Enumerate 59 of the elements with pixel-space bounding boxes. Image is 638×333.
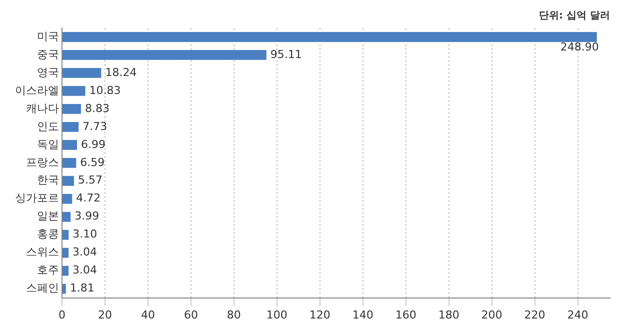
bar <box>62 176 74 186</box>
bar <box>62 140 78 150</box>
y-tick-label: 영국 <box>37 66 59 79</box>
data-label: 3.04 <box>72 246 98 259</box>
y-tick-label: 싱가포르 <box>15 192 59 205</box>
bar <box>62 122 79 132</box>
data-label: 1.81 <box>70 282 94 295</box>
data-label: 10.83 <box>89 84 121 97</box>
data-label: 6.99 <box>81 138 106 151</box>
x-tick-label: 100 <box>266 308 288 322</box>
bar <box>62 86 86 96</box>
x-tick-label: 140 <box>352 308 374 322</box>
data-label: 18.24 <box>105 66 137 79</box>
x-tick-label: 60 <box>184 308 198 322</box>
data-label: 248.90 <box>560 40 599 54</box>
x-tick-label: 0 <box>58 308 66 322</box>
y-tick-label: 캐나다 <box>26 102 59 115</box>
data-label: 5.57 <box>78 174 102 187</box>
data-label: 6.59 <box>80 156 105 169</box>
x-tick-label: 80 <box>226 308 241 322</box>
x-tick-label: 120 <box>309 308 330 322</box>
text: 단위: 십억 달러 <box>539 10 610 22</box>
bar <box>62 284 66 294</box>
y-tick-label: 호주 <box>37 264 59 277</box>
x-tick-label: 200 <box>481 308 502 322</box>
x-tick-label: 240 <box>567 308 588 322</box>
data-label: 95.11 <box>270 48 302 61</box>
data-label: 3.04 <box>72 264 98 277</box>
bar <box>62 194 72 204</box>
bar <box>62 104 81 114</box>
bar <box>62 266 69 276</box>
y-tick-label: 중국 <box>37 48 59 61</box>
bar <box>62 158 76 168</box>
y-tick-label: 홍콩 <box>37 228 59 241</box>
bar <box>62 68 102 78</box>
y-tick-label: 스페인 <box>26 282 59 295</box>
x-tick-label: 160 <box>395 308 416 322</box>
data-label: 3.10 <box>72 228 98 241</box>
x-tick-label: 40 <box>140 308 155 322</box>
y-tick-label: 미국 <box>37 30 59 43</box>
y-tick-label: 일본 <box>37 210 59 223</box>
y-tick-label: 프랑스 <box>26 156 59 169</box>
x-tick-label: 20 <box>98 308 112 322</box>
x-tick-label: 220 <box>524 308 546 322</box>
data-label: 7.73 <box>82 120 108 133</box>
data-label: 8.83 <box>84 102 110 115</box>
x-tick-label: 180 <box>438 308 460 322</box>
y-tick-label: 한국 <box>37 174 59 187</box>
bar <box>62 212 71 222</box>
y-tick-label: 이스라엘 <box>15 84 59 97</box>
bar <box>62 50 266 60</box>
data-label: 3.99 <box>74 210 100 223</box>
y-tick-label: 독일 <box>37 138 59 151</box>
y-tick-label: 스위스 <box>26 246 59 259</box>
bar <box>62 230 69 240</box>
bar <box>62 32 597 42</box>
bar <box>62 248 69 258</box>
y-tick-label: 인도 <box>37 120 59 133</box>
data-label: 4.72 <box>76 192 101 205</box>
